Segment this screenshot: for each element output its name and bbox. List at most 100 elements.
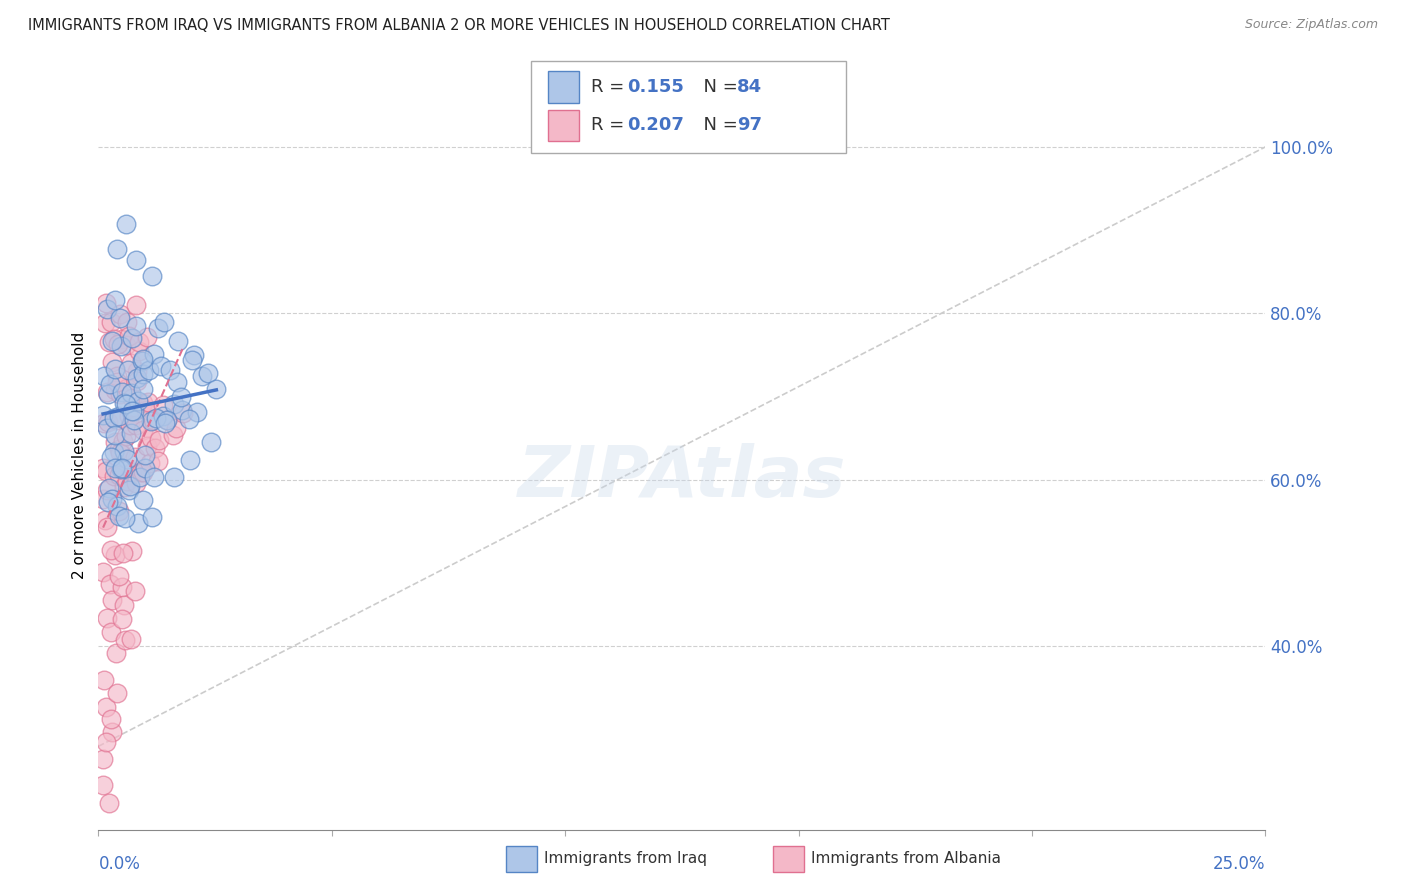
Point	[183, 348, 205, 362]
Text: R =: R =	[591, 78, 630, 96]
Point	[115, 381, 138, 395]
Point	[108, 307, 131, 321]
Point	[120, 632, 142, 646]
Point	[125, 418, 148, 433]
Point	[97, 415, 120, 429]
Point	[179, 453, 201, 467]
Point	[108, 442, 131, 456]
Point	[172, 406, 194, 420]
Point	[108, 387, 131, 401]
Point	[108, 509, 131, 524]
Point	[146, 454, 169, 468]
Point	[142, 413, 165, 427]
Point	[98, 481, 121, 495]
Point	[94, 465, 117, 479]
Point	[170, 390, 193, 404]
Point	[166, 375, 188, 389]
Point	[100, 354, 122, 368]
Point	[104, 384, 127, 398]
Point	[120, 356, 142, 370]
Point	[121, 404, 143, 418]
Point	[94, 316, 117, 330]
Point	[156, 412, 179, 426]
Point	[100, 543, 122, 558]
Point	[125, 374, 148, 388]
Point	[125, 318, 148, 333]
Point	[93, 673, 115, 687]
Point	[112, 480, 135, 494]
Point	[186, 405, 208, 419]
Point	[104, 428, 127, 442]
Point	[112, 434, 135, 449]
Point	[145, 410, 167, 425]
Point	[149, 359, 172, 374]
Text: N =: N =	[692, 78, 744, 96]
Point	[131, 396, 153, 410]
Point	[139, 414, 162, 428]
Point	[104, 646, 127, 660]
Point	[96, 420, 118, 434]
Point	[100, 315, 122, 329]
Point	[143, 441, 166, 455]
Text: 84: 84	[737, 78, 762, 96]
Point	[111, 546, 134, 560]
Point	[134, 461, 156, 475]
Point	[115, 474, 138, 488]
Point	[180, 352, 202, 367]
Point	[120, 425, 142, 440]
Point	[148, 433, 170, 447]
Point	[100, 592, 122, 607]
Point	[121, 465, 143, 479]
Point	[105, 499, 128, 513]
Point	[132, 367, 155, 381]
Point	[108, 468, 131, 483]
Point	[91, 565, 114, 579]
Point	[103, 445, 125, 459]
Point	[104, 413, 127, 427]
Point	[141, 510, 163, 524]
Text: 25.0%: 25.0%	[1213, 855, 1265, 872]
Point	[97, 494, 120, 508]
Point	[104, 548, 127, 562]
Point	[115, 315, 138, 329]
Point	[205, 382, 228, 396]
Point	[105, 686, 128, 700]
Point	[96, 611, 118, 625]
Point	[107, 337, 129, 351]
Point	[103, 410, 125, 425]
Point	[112, 443, 135, 458]
Point	[94, 512, 117, 526]
Point	[96, 296, 118, 310]
Point	[129, 470, 152, 484]
Point	[101, 334, 124, 348]
Point	[128, 344, 150, 359]
Point	[125, 298, 148, 312]
Point	[132, 382, 155, 396]
Text: N =: N =	[692, 116, 744, 135]
Point	[197, 366, 219, 380]
Point	[105, 369, 128, 384]
Point	[91, 492, 114, 507]
Point	[127, 516, 149, 530]
Text: IMMIGRANTS FROM IRAQ VS IMMIGRANTS FROM ALBANIA 2 OR MORE VEHICLES IN HOUSEHOLD : IMMIGRANTS FROM IRAQ VS IMMIGRANTS FROM …	[28, 18, 890, 33]
Point	[156, 413, 179, 427]
Text: 0.0%: 0.0%	[98, 855, 141, 872]
Point	[162, 428, 184, 442]
Point	[103, 468, 125, 483]
Point	[93, 368, 115, 383]
Point	[190, 368, 212, 383]
Point	[200, 435, 222, 450]
Point	[152, 398, 174, 412]
Point	[120, 386, 142, 401]
Point	[91, 460, 114, 475]
Point	[91, 752, 114, 766]
Point	[146, 320, 169, 334]
Point	[96, 483, 118, 497]
Point	[104, 293, 127, 308]
Point	[135, 402, 157, 417]
Point	[115, 452, 138, 467]
Text: Immigrants from Iraq: Immigrants from Iraq	[544, 852, 707, 866]
Point	[165, 421, 187, 435]
Point	[170, 402, 193, 417]
Point	[91, 408, 114, 422]
